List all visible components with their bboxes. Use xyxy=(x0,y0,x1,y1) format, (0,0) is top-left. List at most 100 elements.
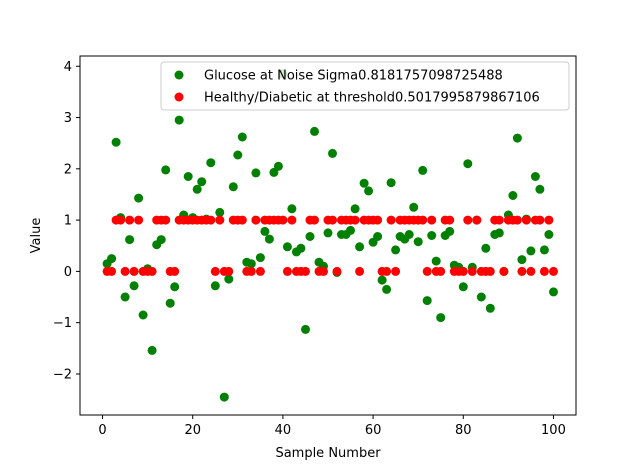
glucose-point xyxy=(120,292,130,302)
healthy-diabetic-point xyxy=(494,215,504,225)
healthy-diabetic-point xyxy=(445,215,455,225)
glucose-point xyxy=(409,202,419,212)
healthy-diabetic-point xyxy=(107,266,117,276)
legend: Glucose at Noise Sigma0.8181757098725488… xyxy=(160,61,570,111)
glucose-point xyxy=(134,193,144,203)
legend-label-glucose: Glucose at Noise Sigma0.8181757098725488 xyxy=(204,69,503,84)
healthy-diabetic-point xyxy=(436,266,446,276)
x-tick-label: 80 xyxy=(455,423,472,438)
glucose-point xyxy=(138,310,148,320)
glucose-point xyxy=(228,182,238,192)
glucose-point xyxy=(494,228,504,238)
healthy-diabetic-point xyxy=(319,266,328,276)
glucose-point xyxy=(431,256,441,266)
glucose-point xyxy=(264,234,274,244)
healthy-diabetic-point xyxy=(350,215,360,225)
glucose-point xyxy=(463,159,473,169)
y-axis-label: Value xyxy=(29,218,44,254)
legend-marker-glucose xyxy=(174,70,184,80)
glucose-point xyxy=(282,242,292,252)
healthy-diabetic-point xyxy=(526,266,536,276)
series-healthy-diabetic xyxy=(102,215,558,276)
glucose-point xyxy=(413,237,423,247)
y-tick-label: 4 xyxy=(64,60,72,75)
healthy-diabetic-point xyxy=(512,215,522,225)
glucose-point xyxy=(359,178,369,188)
healthy-diabetic-point xyxy=(255,266,265,276)
glucose-point xyxy=(129,281,139,291)
glucose-point xyxy=(125,235,135,245)
healthy-diabetic-point xyxy=(539,266,549,276)
glucose-point xyxy=(260,226,270,236)
glucose-point xyxy=(373,232,383,241)
healthy-diabetic-point xyxy=(332,266,342,276)
healthy-diabetic-point xyxy=(116,215,126,225)
x-tick-label: 40 xyxy=(275,423,292,438)
healthy-diabetic-point xyxy=(125,215,135,225)
legend-label-healthy-diabetic: Healthy/Diabetic at threshold0.501799587… xyxy=(204,91,540,106)
glucose-point xyxy=(404,230,414,239)
glucose-point xyxy=(364,186,374,196)
glucose-point xyxy=(485,303,495,313)
glucose-point xyxy=(535,184,545,194)
healthy-diabetic-point xyxy=(134,215,144,225)
glucose-point xyxy=(161,165,171,175)
y-tick-label: −2 xyxy=(53,367,72,382)
glucose-point xyxy=(350,204,360,214)
healthy-diabetic-point xyxy=(170,266,180,276)
glucose-point xyxy=(147,345,157,355)
glucose-point xyxy=(323,228,333,238)
glucose-point xyxy=(549,287,558,297)
glucose-point xyxy=(391,245,401,255)
glucose-point xyxy=(530,172,540,181)
healthy-diabetic-point xyxy=(161,215,171,225)
legend-box xyxy=(160,61,570,111)
glucose-point xyxy=(215,207,225,217)
glucose-point xyxy=(305,232,315,241)
glucose-point xyxy=(418,165,428,175)
glucose-point xyxy=(481,243,491,253)
healthy-diabetic-point xyxy=(278,215,288,225)
glucose-point xyxy=(346,225,355,235)
x-tick-label: 0 xyxy=(98,423,106,438)
x-tick-label: 20 xyxy=(184,423,201,438)
healthy-diabetic-point xyxy=(485,266,495,276)
glucose-point xyxy=(386,178,396,188)
legend-marker-healthy-diabetic xyxy=(174,92,184,102)
glucose-point xyxy=(512,133,522,143)
healthy-diabetic-point xyxy=(206,215,216,225)
healthy-diabetic-point xyxy=(549,266,558,276)
x-tick-label: 60 xyxy=(365,423,382,438)
glucose-point xyxy=(508,191,518,200)
glucose-point xyxy=(382,284,392,294)
healthy-diabetic-point xyxy=(246,266,256,276)
glucose-point xyxy=(156,235,166,245)
y-axis: −2 −1 0 1 2 3 4 xyxy=(53,60,80,382)
glucose-point xyxy=(233,150,243,160)
glucose-point xyxy=(210,281,220,291)
glucose-point xyxy=(237,132,247,142)
glucose-point xyxy=(539,245,549,255)
healthy-diabetic-point xyxy=(287,215,297,225)
y-tick-label: 3 xyxy=(64,111,72,126)
glucose-point xyxy=(544,230,554,239)
glucose-point xyxy=(174,115,184,125)
healthy-diabetic-point xyxy=(427,215,437,225)
glucose-point xyxy=(517,255,527,265)
glucose-point xyxy=(224,274,234,284)
healthy-diabetic-point xyxy=(237,215,247,225)
healthy-diabetic-point xyxy=(129,266,139,276)
glucose-point xyxy=(526,246,536,256)
healthy-diabetic-point xyxy=(535,215,545,225)
glucose-point xyxy=(107,254,117,264)
healthy-diabetic-point xyxy=(382,266,392,276)
healthy-diabetic-point xyxy=(224,266,234,276)
healthy-diabetic-point xyxy=(210,266,220,276)
glucose-point xyxy=(255,253,265,263)
glucose-point xyxy=(436,313,446,323)
y-tick-label: 2 xyxy=(64,162,72,177)
y-tick-label: −1 xyxy=(53,316,72,331)
glucose-point xyxy=(427,231,437,240)
glucose-point xyxy=(328,148,337,158)
